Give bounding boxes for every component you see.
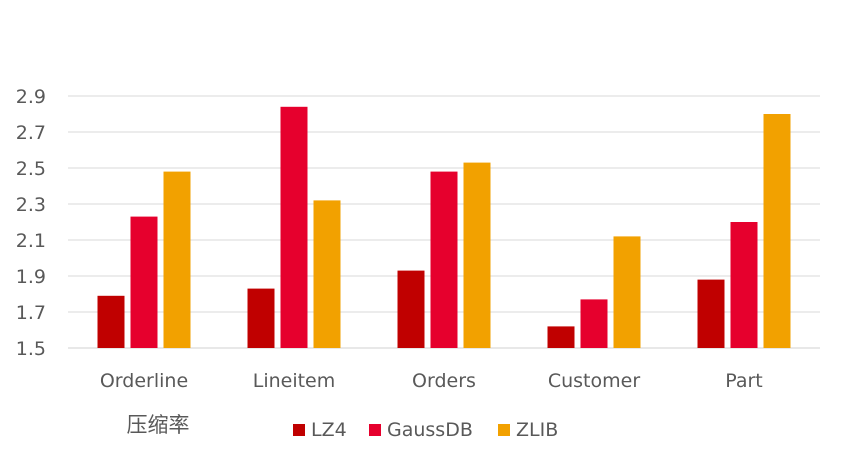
y-tick-label: 2.7 bbox=[16, 122, 46, 144]
bar-zlib-customer bbox=[613, 236, 641, 348]
y-tick-label: 2.3 bbox=[16, 194, 46, 216]
bar-lz4-part bbox=[697, 279, 725, 348]
bar-zlib-orderline bbox=[163, 171, 191, 348]
bar-zlib-lineitem bbox=[313, 200, 341, 348]
bars bbox=[97, 106, 791, 348]
bar-lz4-orderline bbox=[97, 295, 125, 348]
x-category-label: Orderline bbox=[100, 370, 188, 392]
legend-label-zlib: ZLIB bbox=[516, 419, 558, 441]
legend-label-lz4: LZ4 bbox=[311, 419, 347, 441]
legend: LZ4 GaussDB ZLIB bbox=[293, 419, 558, 441]
y-tick-label: 2.5 bbox=[16, 158, 46, 180]
bar-lz4-customer bbox=[547, 326, 575, 348]
bar-gaussdb-part bbox=[730, 222, 758, 348]
x-category-label: Part bbox=[725, 370, 763, 392]
y-tick-label: 1.7 bbox=[16, 302, 46, 324]
x-category-label: Customer bbox=[548, 370, 640, 392]
x-category-label: Orders bbox=[412, 370, 476, 392]
bar-lz4-lineitem bbox=[247, 288, 275, 348]
legend-swatch-gaussdb bbox=[369, 424, 381, 436]
bar-zlib-orders bbox=[463, 162, 491, 348]
legend-swatch-lz4 bbox=[293, 424, 305, 436]
legend-label-gaussdb: GaussDB bbox=[387, 419, 473, 441]
y-tick-label: 1.5 bbox=[16, 338, 46, 360]
y-tick-label: 2.9 bbox=[16, 86, 46, 108]
y-axis-tick-labels: 1.5 1.7 1.9 2.1 2.3 2.5 2.7 2.9 bbox=[16, 86, 46, 360]
bar-gaussdb-lineitem bbox=[280, 106, 308, 348]
bar-lz4-orders bbox=[397, 270, 425, 348]
x-category-label: Lineitem bbox=[253, 370, 336, 392]
bar-gaussdb-customer bbox=[580, 299, 608, 348]
y-tick-label: 1.9 bbox=[16, 266, 46, 288]
y-tick-label: 2.1 bbox=[16, 230, 46, 252]
bar-gaussdb-orders bbox=[430, 171, 458, 348]
legend-swatch-zlib bbox=[498, 424, 510, 436]
bar-gaussdb-orderline bbox=[130, 216, 158, 348]
y-axis-label: 压缩率 bbox=[127, 413, 190, 437]
category-labels: Orderline Lineitem Orders Customer Part bbox=[100, 370, 763, 392]
bar-zlib-part bbox=[763, 114, 791, 348]
